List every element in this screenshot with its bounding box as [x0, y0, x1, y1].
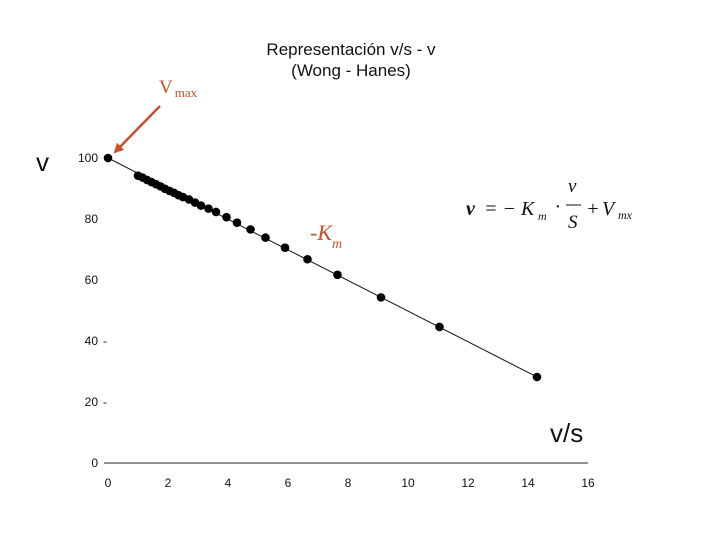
equation-k-sub: m — [538, 209, 547, 223]
y-tick-dash: - — [103, 395, 107, 409]
equation-frac-num: v — [568, 176, 577, 197]
chart-title: Representación v/s - v — [266, 40, 436, 59]
km-sub: m — [332, 237, 342, 252]
equation-lhs: v — [466, 198, 476, 220]
x-tick-label: 0 — [105, 476, 112, 490]
equation-frac-den: S — [568, 212, 578, 233]
data-point — [435, 322, 444, 332]
y-tick-label: 60 — [85, 273, 99, 287]
equation-vmx-sub: mx — [618, 208, 633, 222]
vmax-arrow — [113, 105, 161, 154]
data-point — [232, 218, 242, 227]
equation: v = − K m · v S + V mx — [466, 176, 633, 233]
y-tick-label: 20 — [85, 395, 99, 409]
y-axis-label: v — [36, 147, 49, 177]
vmax-sub: max — [175, 85, 198, 100]
x-axis-label: v/s — [550, 418, 583, 448]
data-point — [303, 254, 312, 264]
data-point — [246, 225, 255, 234]
vmax-main: V — [159, 77, 173, 98]
data-point — [333, 270, 342, 280]
km-label: -Km — [310, 220, 342, 252]
data-point — [103, 153, 113, 163]
data-point — [196, 201, 206, 210]
equation-vmx: V — [602, 198, 617, 220]
data-point — [261, 233, 270, 242]
x-tick-label: 4 — [225, 476, 232, 490]
y-tick-label: 100 — [78, 151, 98, 165]
data-point — [280, 243, 290, 252]
x-ticks: 0 2 4 6 8 10 12 14 16 — [105, 476, 595, 490]
x-tick-label: 2 — [165, 476, 172, 490]
x-tick-label: 6 — [285, 476, 292, 490]
equation-k: K — [520, 198, 536, 220]
chart-subtitle: (Wong - Hanes) — [291, 61, 411, 80]
x-tick-label: 8 — [345, 476, 352, 490]
equation-equals: = − — [484, 198, 516, 220]
y-tick-label: 40 — [85, 334, 99, 348]
data-point — [376, 293, 386, 302]
x-tick-label: 16 — [581, 476, 595, 490]
x-tick-label: 12 — [461, 476, 475, 490]
equation-dot: · — [555, 196, 560, 218]
data-point — [222, 212, 231, 222]
data-point — [532, 372, 542, 382]
y-tick-label: 80 — [85, 212, 99, 226]
x-tick-label: 10 — [401, 476, 415, 490]
data-point — [204, 204, 213, 213]
data-point — [211, 207, 221, 217]
x-tick-label: 14 — [521, 476, 535, 490]
km-main: -K — [310, 220, 333, 245]
data-points — [103, 153, 542, 382]
y-tick-label: 0 — [91, 456, 98, 470]
y-tick-dash: - — [103, 334, 107, 348]
equation-plus: + — [586, 198, 600, 220]
